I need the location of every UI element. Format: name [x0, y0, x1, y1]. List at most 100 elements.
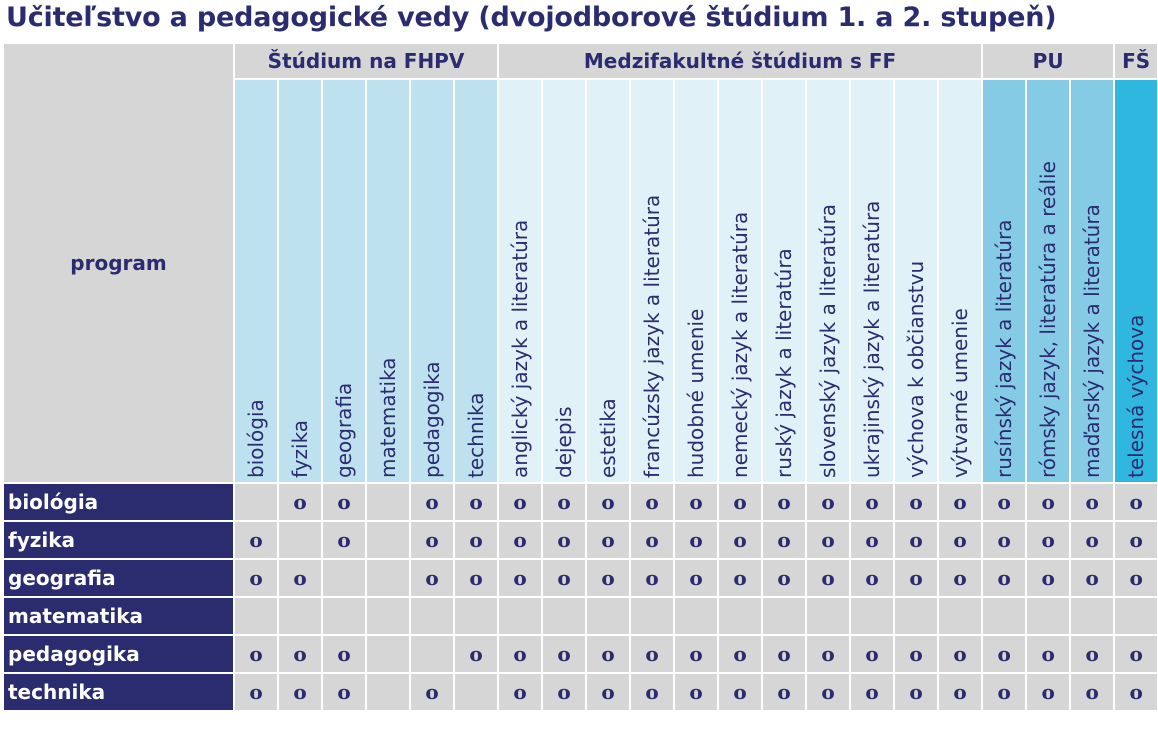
combination-mark: o: [541, 520, 587, 560]
column-header-label: slovenský jazyk a literatúra: [816, 204, 840, 478]
combination-mark: o: [1069, 520, 1116, 560]
combination-mark: o: [981, 634, 1028, 674]
combination-mark: o: [497, 634, 543, 674]
column-header: maďarský jazyk a literatúra: [1069, 78, 1116, 484]
row-header: technika: [2, 672, 235, 712]
column-header-label: rusínský jazyk a literatúra: [992, 219, 1017, 478]
column-header-label: výchova k občianstvu: [904, 260, 928, 478]
column-header: nemecký jazyk a literatúra: [717, 78, 763, 484]
combination-mark: o: [1025, 634, 1072, 674]
combination-mark: o: [1025, 672, 1072, 712]
combination-mark: o: [321, 634, 367, 674]
combination-mark: o: [585, 520, 631, 560]
combination-mark: o: [541, 634, 587, 674]
combination-mark: o: [717, 482, 763, 522]
column-header: biológia: [233, 78, 279, 484]
combination-mark: o: [1069, 634, 1116, 674]
group-header: Medzifakultné štúdium s FF: [496, 42, 984, 80]
column-header: francúzsky jazyk a literatúra: [629, 78, 675, 484]
combination-mark: o: [761, 558, 807, 598]
combination-mark: o: [277, 482, 323, 522]
combination-mark: o: [497, 558, 543, 598]
combination-mark: o: [849, 558, 895, 598]
column-header-label: maďarský jazyk a literatúra: [1080, 204, 1105, 478]
empty-cell: [1113, 596, 1158, 636]
combination-mark: o: [936, 558, 984, 598]
empty-cell: [936, 596, 984, 636]
combination-mark: o: [849, 634, 895, 674]
combination-mark: o: [849, 672, 895, 712]
combination-mark: o: [497, 672, 543, 712]
combination-mark: o: [981, 558, 1028, 598]
combination-mark: o: [717, 672, 763, 712]
empty-cell: [233, 596, 279, 636]
column-header-label: hudobné umenie: [684, 308, 708, 478]
table-row: biológia o o o o o o o o o o o o o o o o o o o: [2, 482, 1158, 522]
column-header: dejepis: [541, 78, 587, 484]
empty-cell: [365, 482, 411, 522]
combination-mark: o: [233, 520, 279, 560]
empty-cell: [585, 596, 631, 636]
column-header-label: dejepis: [552, 406, 576, 478]
column-header: technika: [453, 78, 499, 484]
combination-mark: o: [409, 672, 455, 712]
combination-mark: o: [805, 634, 851, 674]
program-header: program: [2, 42, 235, 484]
combination-mark: o: [893, 520, 939, 560]
column-header-label: ruský jazyk a literatúra: [772, 248, 796, 478]
group-header: Štúdium na FHPV: [233, 42, 499, 80]
combination-mark: o: [761, 672, 807, 712]
column-header-label: ukrajinský jazyk a literatúra: [860, 200, 884, 478]
table-row: pedagogika o o o o o o o o o o o o o o o o o o o: [2, 634, 1158, 674]
table-row: matematika: [2, 596, 1158, 636]
empty-cell: [365, 596, 411, 636]
empty-cell: [233, 482, 279, 522]
combination-mark: o: [893, 482, 939, 522]
empty-cell: [365, 558, 411, 598]
combination-mark: o: [233, 558, 279, 598]
combination-mark: o: [1025, 482, 1072, 522]
combination-mark: o: [585, 482, 631, 522]
combination-mark: o: [277, 558, 323, 598]
column-header: hudobné umenie: [673, 78, 719, 484]
combination-mark: o: [936, 634, 984, 674]
column-header-label: rómsky jazyk, literatúra a reálie: [1036, 161, 1061, 478]
empty-cell: [981, 596, 1028, 636]
empty-cell: [1069, 596, 1116, 636]
combination-mark: o: [497, 520, 543, 560]
empty-cell: [409, 596, 455, 636]
combination-mark: o: [1113, 520, 1158, 560]
combination-mark: o: [453, 482, 499, 522]
row-header: fyzika: [2, 520, 235, 560]
combination-mark: o: [1069, 558, 1116, 598]
column-header-label: nemecký jazyk a literatúra: [728, 211, 752, 478]
combination-mark: o: [1113, 672, 1158, 712]
empty-cell: [277, 520, 323, 560]
table-row: fyzika o o o o o o o o o o o o o o o o o o o: [2, 520, 1158, 560]
group-header-row: program Štúdium na FHPV Medzifakultné štú…: [2, 42, 1158, 484]
empty-cell: [365, 520, 411, 560]
column-header-label: pedagogika: [420, 361, 444, 478]
empty-cell: [321, 558, 367, 598]
row-header: matematika: [2, 596, 235, 636]
combination-mark: o: [717, 520, 763, 560]
column-header: anglický jazyk a literatúra: [497, 78, 543, 484]
group-header: PU: [981, 42, 1116, 80]
column-header: rómsky jazyk, literatúra a reálie: [1025, 78, 1072, 484]
study-combinations-table: program Štúdium na FHPV Medzifakultné štú…: [2, 42, 1158, 712]
column-header-label: anglický jazyk a literatúra: [508, 219, 532, 478]
combination-mark: o: [805, 520, 851, 560]
page-title: Učiteľstvo a pedagogické vedy (dvojodbor…: [6, 2, 1057, 33]
table-row: technika o o o o o o o o o o o o o o o o o o o: [2, 672, 1158, 712]
combination-mark: o: [981, 672, 1028, 712]
empty-cell: [1025, 596, 1072, 636]
column-header-label: výtvarné umenie: [948, 308, 973, 478]
combination-mark: o: [321, 482, 367, 522]
combination-mark: o: [1069, 482, 1116, 522]
column-header: slovenský jazyk a literatúra: [805, 78, 851, 484]
combination-mark: o: [717, 558, 763, 598]
combination-mark: o: [453, 558, 499, 598]
combination-mark: o: [673, 482, 719, 522]
combination-mark: o: [321, 672, 367, 712]
column-header-label: matematika: [376, 357, 400, 478]
